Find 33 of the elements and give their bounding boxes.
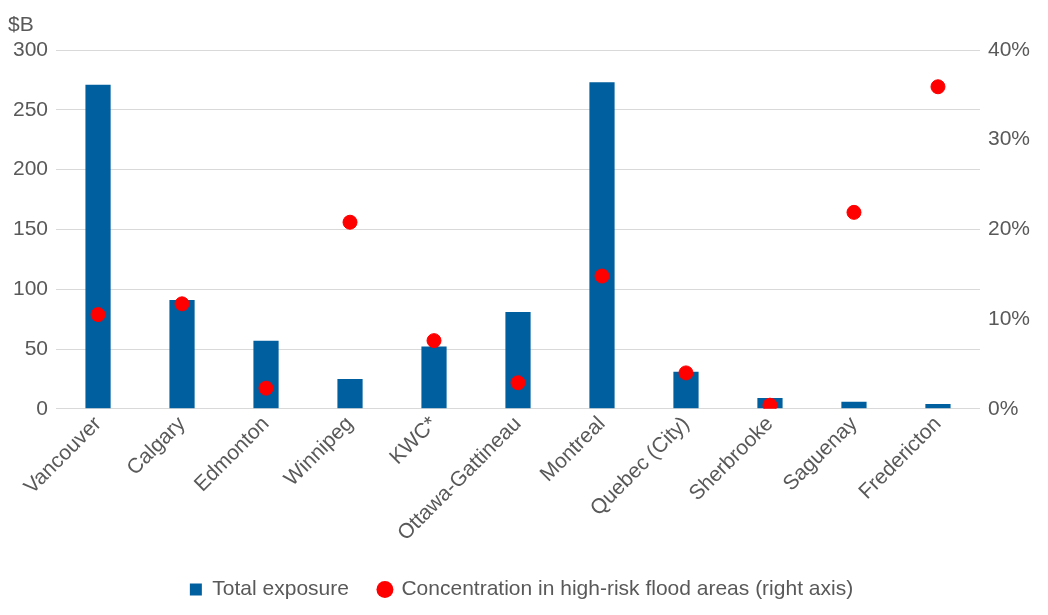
y-tick-label: 150 — [12, 216, 49, 240]
point — [678, 365, 694, 381]
legend-label: Concentration in high-risk flood areas (right axis) — [401, 576, 854, 600]
point — [342, 214, 358, 230]
y-tick-label: 50 — [24, 335, 49, 359]
bar — [169, 299, 195, 409]
y2-tick-label: 40% — [987, 36, 1030, 60]
point — [258, 380, 274, 396]
point — [174, 296, 190, 312]
point — [90, 307, 106, 323]
point — [930, 79, 946, 95]
y-tick-label: 300 — [12, 36, 49, 60]
y-tick-label: 100 — [12, 276, 49, 299]
y2-tick-label: 30% — [987, 126, 1030, 150]
y2-tick-label: 0% — [987, 395, 1019, 419]
y-tick-label: 250 — [12, 96, 49, 120]
bar — [337, 378, 363, 409]
point — [426, 333, 442, 349]
bar — [925, 404, 951, 409]
point — [510, 375, 526, 391]
bar — [589, 82, 615, 409]
legend-label: Total exposure — [212, 576, 349, 600]
y-tick-label: 0 — [36, 395, 49, 419]
y2-tick-label: 10% — [987, 305, 1030, 329]
point — [594, 268, 610, 284]
y-tick-label: 200 — [12, 156, 49, 180]
bar — [505, 311, 531, 409]
y-axis-title: $B — [8, 12, 34, 36]
y2-tick-label: 20% — [987, 216, 1030, 240]
bar — [85, 84, 111, 409]
bar — [841, 401, 867, 409]
point — [846, 204, 862, 220]
bar — [421, 346, 447, 409]
